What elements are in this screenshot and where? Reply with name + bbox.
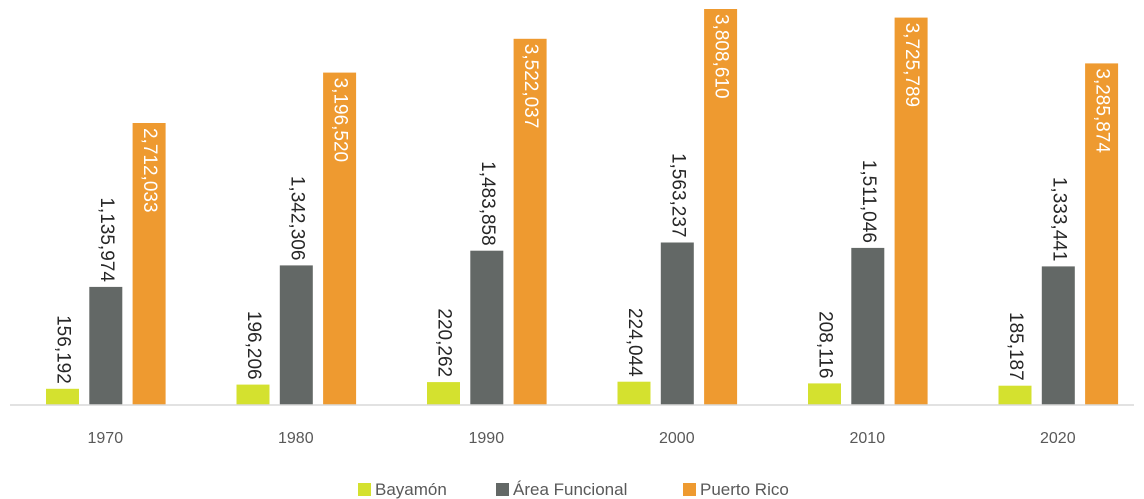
legend-label: Puerto Rico <box>700 480 789 499</box>
bar <box>1085 63 1119 406</box>
data-label: 3,725,789 <box>901 23 922 108</box>
legend: Bayamón Área Funcional Puerto Rico <box>358 480 789 499</box>
x-tick-label: 1990 <box>469 430 505 447</box>
bar <box>279 265 313 405</box>
legend-swatch <box>358 483 371 496</box>
bar <box>236 384 270 405</box>
x-tick-label: 2000 <box>659 430 695 447</box>
data-label: 208,116 <box>814 311 835 378</box>
x-tick-label: 2020 <box>1040 430 1076 447</box>
data-label: 3,196,520 <box>330 78 351 163</box>
data-label: 3,808,610 <box>711 14 732 99</box>
legend-label: Bayamón <box>375 480 447 499</box>
legend-label: Área Funcional <box>513 480 627 499</box>
bar <box>470 250 504 405</box>
x-tick-label: 1970 <box>88 430 124 447</box>
data-label: 3,285,874 <box>1092 68 1113 153</box>
bar <box>851 247 885 405</box>
bar <box>89 286 123 405</box>
bar <box>427 382 460 405</box>
bar <box>704 9 738 405</box>
bar <box>132 123 166 405</box>
bar <box>617 381 651 405</box>
bar <box>808 383 841 405</box>
bar <box>998 385 1032 405</box>
x-tick-label: 2010 <box>850 430 886 447</box>
data-label: 1,135,974 <box>96 197 117 282</box>
bar <box>46 388 79 405</box>
data-label: 196,206 <box>243 311 264 380</box>
x-tick-labels: 1970 1980 1990 2000 2010 2020 <box>88 430 1076 447</box>
legend-swatch <box>496 483 509 496</box>
bar <box>323 72 357 405</box>
data-label: 185,187 <box>1005 312 1026 381</box>
bar <box>894 17 928 405</box>
data-label: 224,044 <box>624 308 645 377</box>
bar <box>1041 266 1075 405</box>
data-label: 1,511,046 <box>858 160 879 243</box>
data-label: 1,563,237 <box>667 153 688 238</box>
bars-group: 156,192 1,135,974 2,712,033 196,206 1,342,30… <box>46 9 1119 406</box>
data-label: 220,262 <box>433 308 454 377</box>
data-label: 1,333,441 <box>1048 177 1069 262</box>
data-label: 1,342,306 <box>286 176 307 261</box>
legend-swatch <box>683 483 696 496</box>
bar <box>660 242 694 405</box>
data-label: 3,522,037 <box>520 44 541 129</box>
data-label: 2,712,033 <box>139 128 160 213</box>
bar <box>513 38 547 406</box>
data-label: 156,192 <box>52 315 73 384</box>
x-tick-label: 1980 <box>278 430 314 447</box>
data-label: 1,483,858 <box>477 161 498 246</box>
